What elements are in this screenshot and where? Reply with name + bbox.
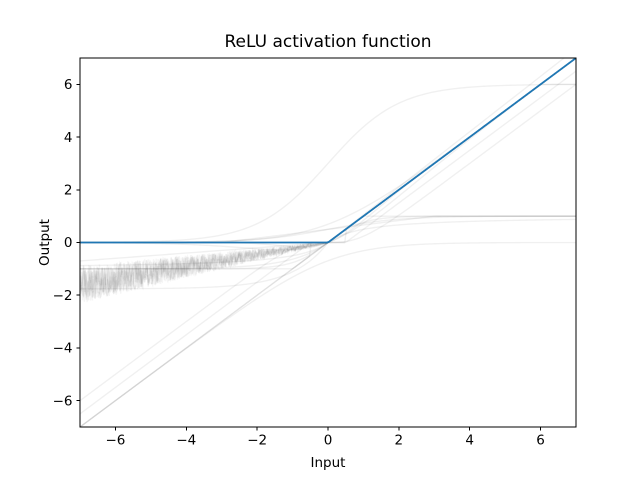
relu-line <box>80 58 576 244</box>
x-tick-label: 4 <box>465 433 474 449</box>
noisy-activation-curve <box>80 58 576 298</box>
y-tick-label: 0 <box>64 235 73 251</box>
noisy-activation-curve <box>80 58 576 299</box>
y-axis-label: Output <box>37 219 53 266</box>
noisy-activation-curve <box>80 58 576 297</box>
x-tick-label: −2 <box>247 433 267 449</box>
background-activation-sigmoid6 <box>80 83 576 244</box>
background-activation-gelu <box>80 58 576 248</box>
background-activations <box>80 58 576 427</box>
noisy-activation-curve <box>80 58 576 302</box>
y-tick-label: −2 <box>53 288 73 304</box>
noisy-activation-curve <box>80 58 576 302</box>
background-activation-leaky_relu <box>80 58 576 262</box>
x-axis-label: Input <box>311 455 346 471</box>
x-tick-label: 0 <box>324 433 333 449</box>
y-tick-label: 4 <box>64 130 73 146</box>
y-axis: −6 −4 −2 0 2 4 6 <box>53 77 80 409</box>
x-tick-label: 6 <box>536 433 545 449</box>
x-tick-label: 2 <box>395 433 404 449</box>
x-tick-label: −6 <box>105 433 125 449</box>
noisy-activation-curve <box>80 58 576 301</box>
x-axis: −6 −4 −2 0 2 4 6 <box>105 427 545 449</box>
y-tick-label: 2 <box>64 182 73 198</box>
y-tick-label: −4 <box>53 341 73 357</box>
relu-series-line <box>80 58 576 244</box>
noisy-activation-curve <box>80 58 576 301</box>
x-tick-label: −4 <box>176 433 196 449</box>
y-tick-label: −6 <box>53 393 73 409</box>
background-activation-logsigmoid <box>80 241 576 427</box>
background-activation-selu <box>80 58 566 290</box>
y-tick-label: 6 <box>64 77 73 93</box>
chart-title: ReLU activation function <box>224 32 431 52</box>
noisy-activation-curve <box>80 58 576 303</box>
